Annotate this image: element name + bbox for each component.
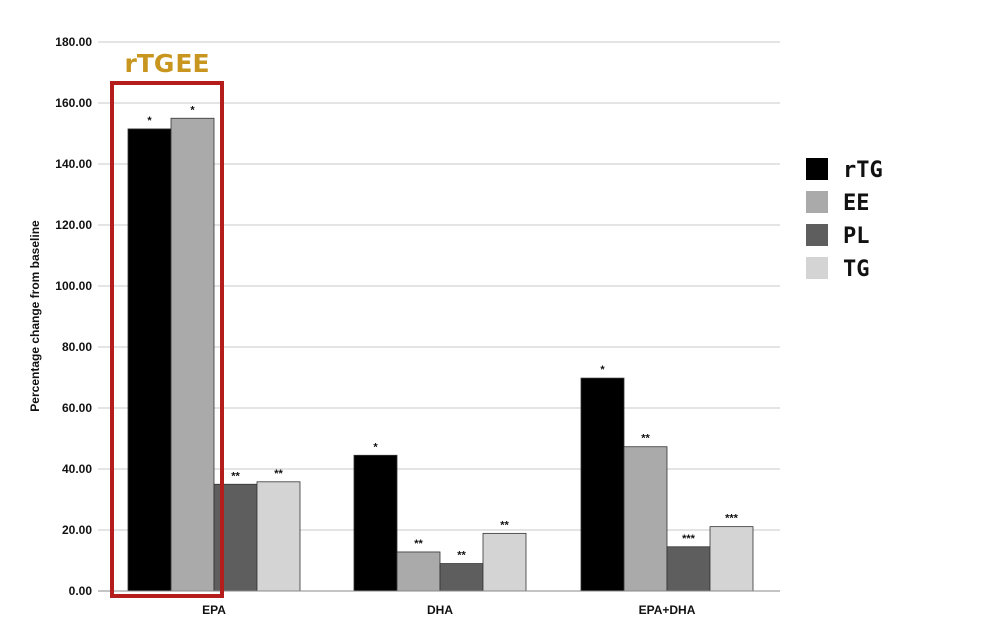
bar-rtg-epa — [127, 128, 172, 592]
highlight-label: EE — [175, 49, 209, 78]
bars — [127, 117, 754, 592]
significance-label: ** — [641, 433, 650, 445]
x-tick-label: DHA — [427, 603, 453, 617]
legend-label: EE — [843, 191, 870, 216]
y-tick-label: 140.00 — [55, 157, 92, 171]
legend-swatch — [806, 158, 828, 180]
y-tick-label: 40.00 — [62, 462, 92, 476]
bar-tg-epa-dha — [709, 526, 754, 592]
x-tick-label: EPA+DHA — [639, 603, 696, 617]
y-tick-label: 100.00 — [55, 279, 92, 293]
bar-pl-dha — [439, 563, 484, 592]
y-tick-label: 120.00 — [55, 218, 92, 232]
legend-swatch — [806, 191, 828, 213]
bar-rtg-epa-dha — [580, 377, 625, 592]
bar-ee-epa-dha — [623, 446, 668, 592]
bar-tg-dha — [482, 532, 527, 592]
legend: rTG EE PL TG — [806, 158, 883, 282]
bar-ee-epa — [170, 117, 215, 592]
y-tick-label: 180.00 — [55, 35, 92, 49]
significance-label: * — [147, 115, 152, 127]
significance-label: ** — [231, 470, 240, 482]
significance-label: ** — [274, 468, 283, 480]
significance-label: * — [190, 104, 195, 116]
significance-label: * — [373, 441, 378, 453]
significance-label: ** — [500, 519, 509, 531]
legend-label: rTG — [843, 158, 883, 183]
bar-ee-dha — [396, 551, 441, 592]
bar-tg-epa — [256, 481, 301, 592]
significance-labels: **** ****************** — [147, 104, 738, 561]
bar-pl-epa-dha — [666, 546, 711, 592]
legend-swatch — [806, 257, 828, 279]
significance-label: *** — [725, 513, 739, 525]
y-tick-label: 0.00 — [69, 584, 93, 598]
legend-label: PL — [843, 224, 870, 249]
y-tick-label: 160.00 — [55, 96, 92, 110]
highlight-callout: rTG EE — [110, 49, 224, 598]
legend-swatch — [806, 224, 828, 246]
y-tick-label: 80.00 — [62, 340, 92, 354]
y-axis-label: Percentage change from baseline — [28, 220, 42, 412]
y-tick-label: 60.00 — [62, 401, 92, 415]
highlight-label: rTG — [125, 49, 175, 78]
significance-label: ** — [457, 550, 466, 562]
bar-rtg-dha — [353, 454, 398, 592]
significance-label: *** — [682, 533, 696, 545]
y-tick-label: 20.00 — [62, 523, 92, 537]
y-axis-ticks: 0.00 20.00 40.00 60.00 80.00 100.00 120.00 140.… — [55, 35, 92, 598]
significance-label: * — [600, 364, 605, 376]
x-axis-categories: EPA DHA EPA+DHA — [202, 603, 696, 617]
legend-label: TG — [843, 257, 870, 282]
significance-label: ** — [414, 538, 423, 550]
x-tick-label: EPA — [202, 603, 226, 617]
highlight-box — [110, 81, 224, 598]
